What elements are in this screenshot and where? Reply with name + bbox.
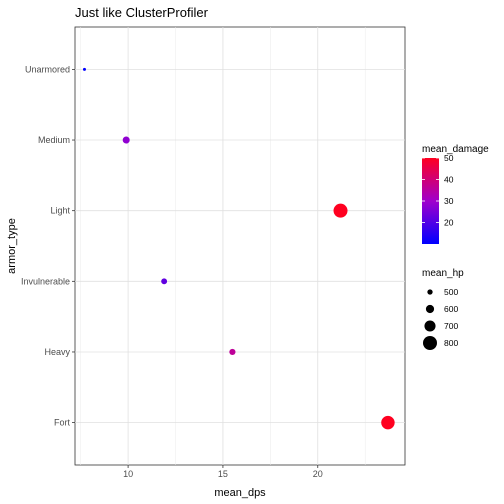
color-legend: mean_damage 20 30 40 50: [422, 144, 489, 244]
chart-title: Just like ClusterProfiler: [75, 5, 209, 20]
data-point: [229, 348, 236, 356]
size-legend-label: 800: [444, 338, 458, 348]
size-legend-label: 700: [444, 321, 458, 331]
data-point: [82, 67, 86, 71]
size-legend: mean_hp 500 600 700 800: [422, 268, 464, 350]
data-point: [333, 203, 348, 218]
size-legend-label: 500: [444, 287, 458, 297]
major-grid: [75, 27, 405, 465]
color-legend-ticks: 20 30 40 50: [422, 153, 454, 228]
data-point: [381, 415, 395, 430]
y-tick-label: Invulnerable: [21, 276, 70, 286]
x-axis-ticks: 10 15 20: [123, 465, 323, 479]
size-legend-dot: [423, 336, 437, 350]
x-axis-title: mean_dps: [214, 487, 266, 499]
data-points: [82, 67, 395, 430]
y-tick-label: Medium: [38, 135, 70, 145]
y-tick-label: Unarmored: [25, 64, 70, 74]
size-legend-dot: [427, 289, 433, 295]
color-legend-title: mean_damage: [422, 144, 489, 155]
size-legend-title: mean_hp: [422, 268, 464, 279]
data-point: [122, 136, 130, 144]
y-tick-label: Fort: [54, 418, 71, 428]
y-axis-title: armor_type: [6, 218, 18, 274]
size-legend-items: 500 600 700 800: [423, 287, 458, 350]
color-legend-label: 20: [444, 218, 454, 228]
size-legend-dot: [424, 320, 436, 332]
y-tick-label: Heavy: [44, 347, 70, 357]
x-tick-label: 15: [218, 469, 228, 479]
size-legend-label: 600: [444, 304, 458, 314]
color-gradient-bar: [422, 158, 439, 244]
x-tick-label: 20: [313, 469, 323, 479]
size-legend-dot: [425, 304, 435, 314]
x-tick-label: 10: [123, 469, 133, 479]
y-axis-ticks: Fort Heavy Invulnerable Light Medium Unarmore…: [21, 64, 75, 428]
plot-panel: [74, 26, 406, 466]
y-tick-label: Light: [50, 206, 70, 216]
minor-grid: [80, 27, 366, 465]
color-legend-label: 40: [444, 175, 454, 185]
color-legend-label: 50: [444, 153, 454, 163]
data-point: [161, 278, 168, 285]
color-legend-label: 30: [444, 196, 454, 206]
